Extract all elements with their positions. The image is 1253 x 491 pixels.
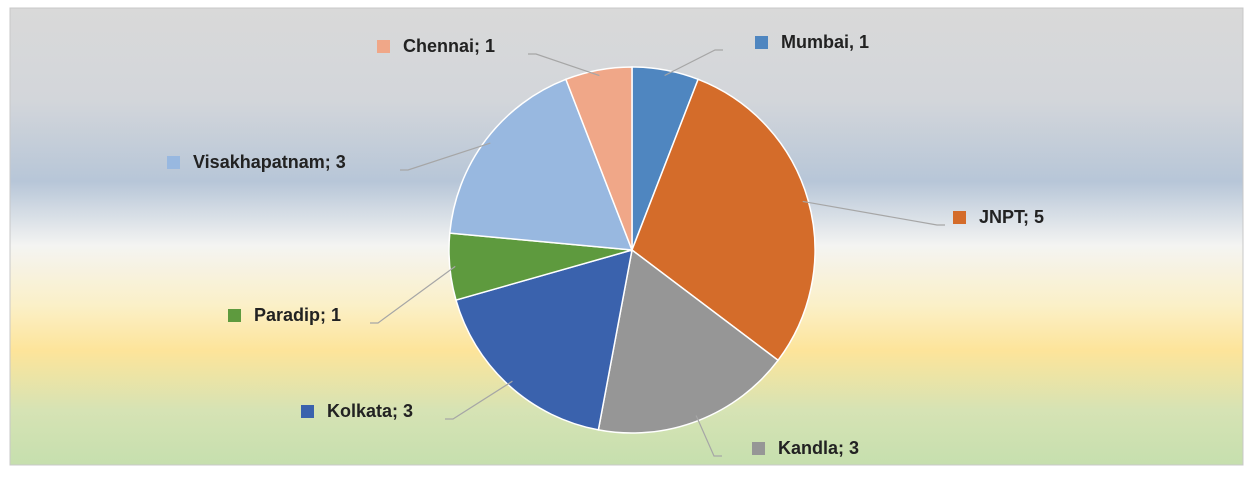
leader-line <box>802 200 945 226</box>
pie-slice <box>564 66 633 251</box>
data-label: Chennai; 1 <box>403 36 495 56</box>
data-label: Kolkata; 3 <box>327 401 413 421</box>
pie-slice <box>631 78 816 362</box>
pie-slice <box>455 248 633 431</box>
data-label: Kandla; 3 <box>778 438 859 458</box>
leader-line <box>370 265 456 324</box>
leader-line <box>695 415 722 457</box>
label-swatch <box>755 36 768 49</box>
data-label: JNPT; 5 <box>979 207 1044 227</box>
label-swatch <box>953 211 966 224</box>
data-label: Mumbai, 1 <box>781 32 869 52</box>
leader-line <box>664 49 723 77</box>
label-swatch <box>228 309 241 322</box>
leader-line <box>445 380 513 420</box>
data-label: Visakhapatnam; 3 <box>193 152 346 172</box>
label-swatch <box>301 405 314 418</box>
data-label: Paradip; 1 <box>254 305 341 325</box>
label-swatch <box>167 156 180 169</box>
leader-line <box>528 53 600 77</box>
label-swatch <box>377 40 390 53</box>
label-swatch <box>752 442 765 455</box>
leader-line <box>400 142 491 171</box>
pie-slice <box>448 78 634 251</box>
